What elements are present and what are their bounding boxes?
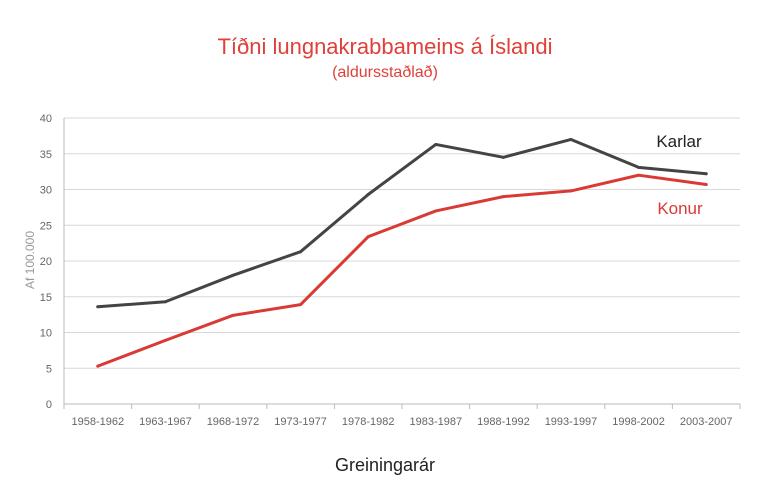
legend-label-konur: Konur bbox=[657, 199, 703, 218]
data-point-konur bbox=[366, 235, 370, 239]
data-point-konur bbox=[637, 173, 641, 177]
x-tick-label: 1993-1997 bbox=[545, 416, 598, 428]
data-point-konur bbox=[434, 209, 438, 213]
data-point-karlar bbox=[501, 155, 505, 159]
data-point-konur bbox=[96, 364, 100, 368]
chart-title: Tíðni lungnakrabbameins á Íslandi bbox=[217, 34, 553, 59]
series-line-karlar bbox=[96, 137, 708, 309]
x-tick-label: 1973-1977 bbox=[274, 416, 327, 428]
x-tick-label: 2003-2007 bbox=[680, 416, 733, 428]
legend: Karlar Konur bbox=[656, 132, 703, 218]
series-line-konur bbox=[96, 173, 708, 368]
y-tick-label: 25 bbox=[40, 220, 52, 232]
x-tick-label: 1963-1967 bbox=[139, 416, 192, 428]
data-point-karlar bbox=[231, 273, 235, 277]
x-tick-label: 1988-1992 bbox=[477, 416, 530, 428]
data-point-karlar bbox=[96, 305, 100, 309]
y-tick-label: 10 bbox=[40, 328, 52, 340]
x-tick-label: 1978-1982 bbox=[342, 416, 395, 428]
data-point-konur bbox=[569, 189, 573, 193]
y-tick-label: 30 bbox=[40, 185, 52, 197]
y-tick-label: 35 bbox=[40, 149, 52, 161]
x-axis-ticks: 1958-1962 1963-1967 1968-1972 1973-1977 1978… bbox=[63, 404, 741, 428]
data-point-karlar bbox=[569, 137, 573, 141]
data-point-konur bbox=[231, 313, 235, 317]
y-axis-label: Af 100.000 bbox=[23, 231, 37, 289]
data-point-karlar bbox=[434, 142, 438, 146]
y-tick-label: 20 bbox=[40, 256, 52, 268]
y-tick-label: 15 bbox=[40, 292, 52, 304]
data-point-konur bbox=[299, 303, 303, 307]
y-axis-ticks: 0 5 10 15 20 25 30 35 40 bbox=[40, 113, 52, 411]
legend-label-karlar: Karlar bbox=[656, 132, 702, 151]
data-point-karlar bbox=[637, 165, 641, 169]
y-tick-label: 0 bbox=[46, 399, 52, 411]
x-tick-label: 1968-1972 bbox=[207, 416, 260, 428]
data-point-karlar bbox=[704, 172, 708, 176]
chart-subtitle: (aldursstaðlað) bbox=[332, 64, 438, 81]
data-point-karlar bbox=[299, 250, 303, 254]
y-tick-label: 5 bbox=[46, 363, 52, 375]
grid-lines bbox=[63, 117, 740, 405]
x-tick-label: 1983-1987 bbox=[409, 416, 462, 428]
x-tick-label: 1998-2002 bbox=[612, 416, 665, 428]
series-lines bbox=[96, 137, 708, 368]
data-point-konur bbox=[163, 338, 167, 342]
x-axis-label: Greiningarár bbox=[334, 455, 436, 475]
data-point-karlar bbox=[366, 193, 370, 197]
data-point-konur bbox=[501, 195, 505, 199]
y-tick-label: 40 bbox=[40, 113, 52, 125]
x-tick-label: 1958-1962 bbox=[71, 416, 124, 428]
data-point-karlar bbox=[163, 300, 167, 304]
data-point-konur bbox=[704, 182, 708, 186]
